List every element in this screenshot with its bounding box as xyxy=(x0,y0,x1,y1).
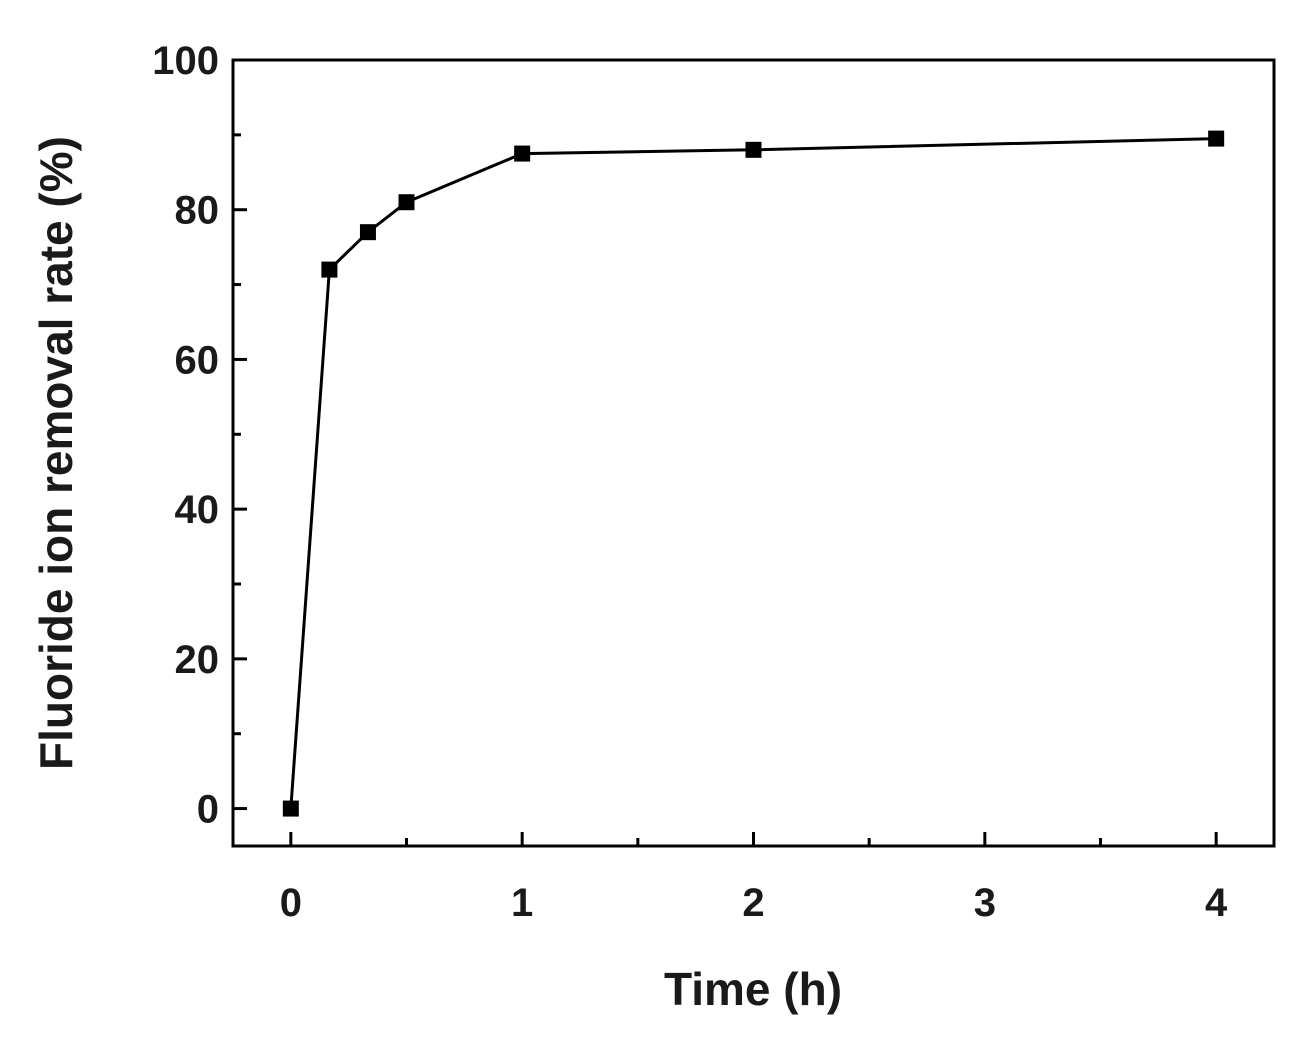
x-tick-label: 4 xyxy=(1205,881,1228,925)
y-tick-label: 0 xyxy=(197,788,219,832)
y-tick-label: 20 xyxy=(175,638,220,682)
x-tick-label: 2 xyxy=(742,881,764,925)
x-tick-label: 3 xyxy=(974,881,996,925)
data-point xyxy=(1208,130,1225,147)
y-axis-label: Fluoride ion removal rate (%) xyxy=(30,136,82,770)
y-tick-label: 60 xyxy=(175,338,220,382)
data-markers xyxy=(282,130,1225,817)
series-line xyxy=(289,137,1217,809)
data-point xyxy=(514,145,531,162)
data-point xyxy=(282,800,299,817)
x-axis-label: Time (h) xyxy=(664,963,842,1015)
data-point xyxy=(398,194,415,211)
x-tick-label: 1 xyxy=(511,881,533,925)
data-point xyxy=(745,141,762,158)
x-axis: 0 1 2 3 4 xyxy=(280,832,1228,925)
data-point xyxy=(321,261,338,278)
x-tick-label: 0 xyxy=(280,881,302,925)
y-tick-label: 100 xyxy=(152,39,219,83)
plot-frame xyxy=(231,58,1276,848)
y-axis: 0 20 40 60 80 100 xyxy=(152,39,247,832)
y-tick-label: 80 xyxy=(175,189,220,233)
y-tick-label: 40 xyxy=(175,488,220,532)
data-point xyxy=(359,224,376,241)
